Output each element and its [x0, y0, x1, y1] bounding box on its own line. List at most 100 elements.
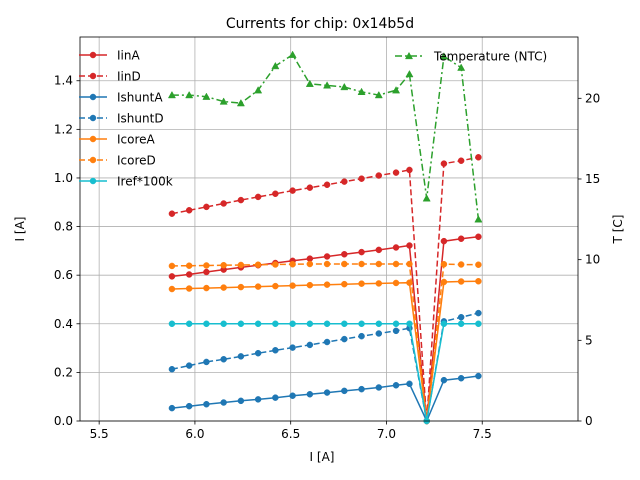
series-line [171, 375, 479, 423]
data-point [374, 90, 383, 99]
data-point [272, 347, 279, 354]
y2-axis-label: T [C] [611, 215, 625, 245]
data-point [185, 271, 193, 278]
legend-label: IinA [117, 49, 140, 63]
legend-label: IcoreA [117, 133, 156, 147]
data-point [168, 404, 176, 412]
y2-tick-label: 0 [585, 414, 593, 428]
data-point [358, 175, 365, 182]
data-point [168, 365, 176, 373]
series-line [171, 53, 480, 220]
data-point [358, 260, 365, 268]
data-point [340, 82, 349, 91]
axes: 5.5 6.0 6.5 7.0 7.5 0.0 0.2 0.4 0.6 0.8 1.0 1.2 1.4 0… [54, 36, 600, 441]
data-point [185, 90, 194, 99]
legend-marker [404, 51, 414, 60]
series-ishuntd [168, 309, 482, 425]
data-point [168, 273, 176, 280]
data-point [185, 262, 193, 269]
data-point [220, 399, 227, 406]
data-point [289, 260, 296, 268]
data-point [440, 260, 448, 268]
y-tick-label: 0.4 [54, 317, 73, 331]
data-point [306, 184, 314, 191]
data-point [254, 86, 263, 94]
data-point [203, 262, 210, 269]
data-point [392, 320, 400, 328]
data-point [254, 193, 262, 201]
data-point [323, 320, 331, 328]
data-point [254, 349, 262, 357]
data-point [168, 285, 176, 293]
data-point [271, 61, 280, 70]
x-tick-label: 6.5 [281, 427, 300, 441]
data-point [358, 385, 365, 393]
data-point [185, 362, 193, 369]
data-point [341, 387, 348, 395]
data-point [306, 320, 314, 328]
data-point [237, 283, 245, 291]
data-point [457, 320, 465, 328]
data-point [289, 320, 296, 328]
data-point [323, 81, 332, 89]
data-point [323, 389, 331, 396]
y-tick-label: 0.2 [54, 365, 73, 379]
y-tick-label: 0.8 [54, 220, 73, 234]
y-tick-label: 1.4 [54, 74, 73, 88]
data-point [203, 358, 210, 366]
data-point [305, 79, 314, 87]
data-point [406, 166, 413, 174]
data-point [254, 283, 262, 290]
plot-frame [79, 36, 579, 422]
data-point [289, 187, 296, 194]
data-point [341, 320, 348, 328]
data-point [375, 280, 383, 287]
data-point [440, 320, 448, 328]
data-point [392, 86, 401, 94]
series-iind [168, 154, 482, 425]
data-point [306, 341, 314, 349]
data-point [323, 253, 331, 260]
data-point [392, 279, 400, 287]
data-point [323, 181, 331, 189]
data-point [358, 248, 365, 256]
data-point [474, 215, 483, 223]
data-point [168, 262, 176, 270]
data-point [220, 261, 227, 269]
data-point [440, 376, 448, 384]
data-point [475, 309, 482, 317]
data-point [358, 332, 365, 340]
data-point [357, 87, 366, 95]
series-line [171, 280, 479, 422]
data-point [272, 261, 279, 268]
data-point [375, 384, 383, 391]
data-point [375, 246, 383, 254]
data-point [220, 284, 227, 291]
y-tick-label: 0.6 [54, 268, 73, 282]
data-point [323, 260, 331, 268]
data-point [439, 52, 448, 60]
data-point [406, 260, 413, 268]
legend-marker [89, 114, 97, 122]
legend-label: Temperature (NTC) [433, 50, 547, 64]
data-point [475, 372, 482, 380]
data-point [203, 284, 210, 292]
data-point [289, 282, 296, 289]
data-point [237, 353, 245, 360]
y2-tick-label: 5 [585, 333, 593, 347]
data-point [475, 233, 482, 241]
legend-label: IinD [117, 70, 141, 84]
data-point [254, 261, 262, 268]
y2-tick-label: 10 [585, 253, 600, 267]
chart-title: Currents for chip: 0x14b5d [226, 16, 414, 32]
legend-marker [89, 93, 97, 101]
data-point [167, 90, 176, 99]
x-tick-label: 7.0 [377, 427, 396, 441]
data-point [392, 382, 400, 389]
data-point [203, 268, 210, 276]
data-point [289, 344, 296, 351]
data-point [168, 210, 176, 217]
data-point [220, 200, 227, 207]
data-point [289, 392, 296, 399]
